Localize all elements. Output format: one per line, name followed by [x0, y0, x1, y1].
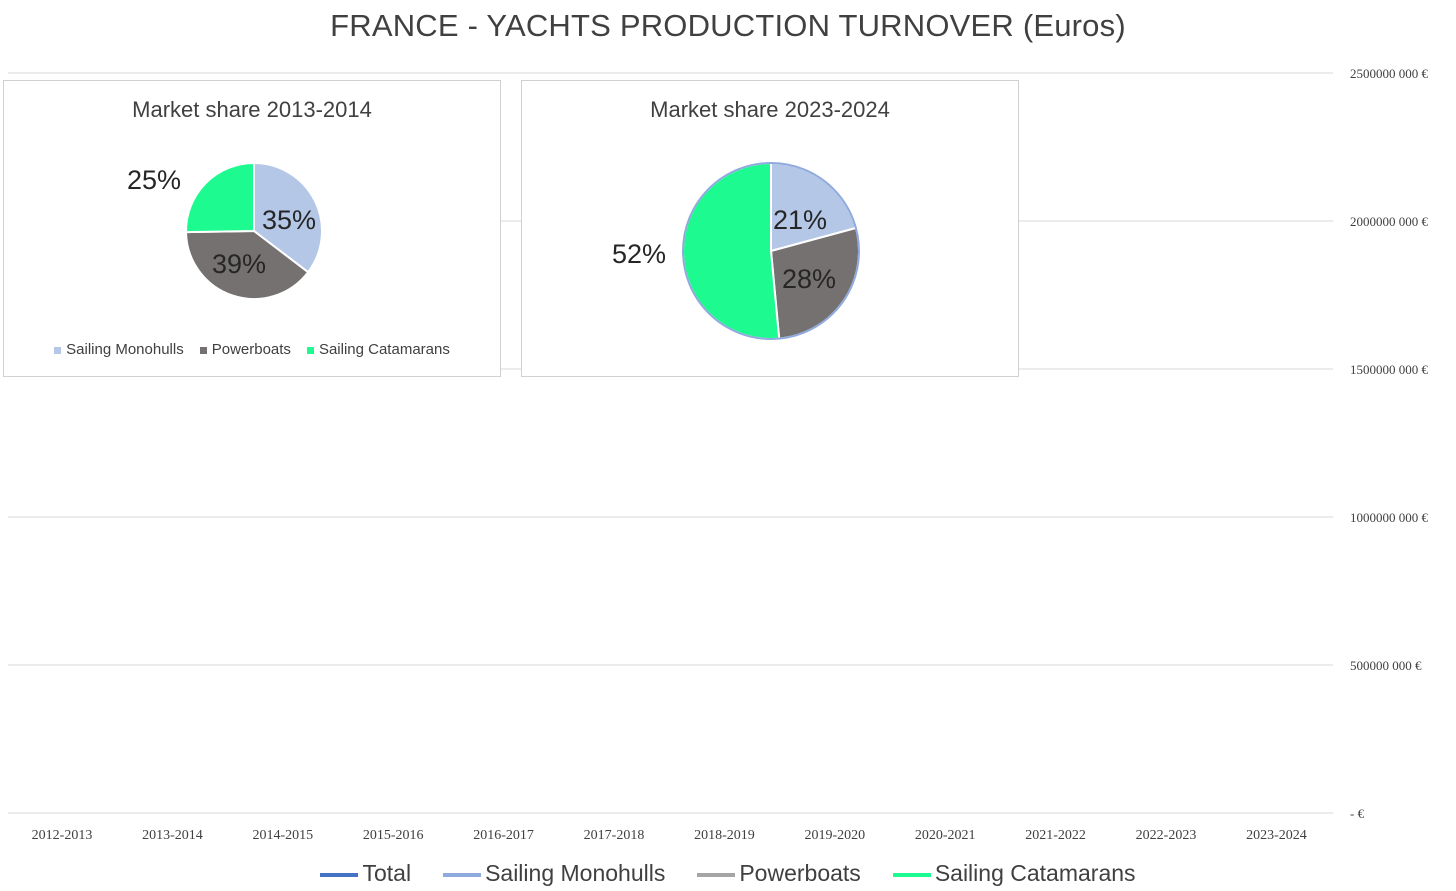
pie-slice-sailing-monohulls	[253, 161, 323, 274]
chart-title: FRANCE - YACHTS PRODUCTION TURNOVER (Eur…	[330, 8, 1126, 43]
pie-slice-label: 28%	[782, 264, 836, 294]
x-tick-label: 2014-2015	[252, 828, 313, 843]
legend-label: Total	[362, 860, 412, 886]
legend-swatch	[892, 872, 931, 877]
legend-item-powerboats: Powerboats	[697, 860, 861, 887]
x-tick-label: 2013-2014	[142, 828, 203, 843]
pie-outline	[682, 162, 860, 340]
y-axis-ticks: - € 500000 000 € 1000000 000 € 1500000 000 …	[1350, 66, 1429, 821]
x-tick-label: 2015-2016	[363, 828, 424, 843]
legend-swatch	[443, 872, 482, 877]
legend-label: Sailing Catamarans	[318, 341, 450, 358]
y-tick-label: - €	[1350, 806, 1365, 821]
pie-legend: Sailing Monohulls Powerboats Sailing Catam…	[4, 341, 500, 358]
x-axis-ticks: 2012-2013 2013-2014 2014-2015 2015-2016 2016…	[32, 828, 1307, 843]
x-tick-label: 2020-2021	[915, 828, 976, 843]
pie-slice-label: 21%	[773, 205, 827, 235]
legend-label: Sailing Catamarans	[934, 860, 1136, 886]
pie-slice-sailing-catamarans	[185, 161, 255, 234]
pie-chart-2023-2024: Market share 2023-2024 21% 28% 52%	[521, 80, 1019, 377]
pie-slice-sailing-catamarans	[681, 161, 781, 340]
pie-slice-label: 35%	[262, 205, 316, 235]
legend-label: Sailing Monohulls	[485, 860, 666, 886]
y-tick-label: 2000000 000 €	[1350, 214, 1429, 229]
legend-item-sailing-catamarans: Sailing Catamarans	[892, 860, 1136, 887]
x-tick-label: 2012-2013	[32, 828, 93, 843]
y-tick-label: 500000 000 €	[1350, 658, 1422, 673]
pie-slice-label: 52%	[612, 239, 666, 269]
pie-legend-item: Powerboats	[199, 341, 291, 358]
pie-title: Market share 2013-2014	[132, 97, 372, 122]
legend-swatch	[697, 872, 736, 877]
x-tick-label: 2017-2018	[584, 828, 645, 843]
chart-legend: Total Sailing Monohulls Powerboats Sailing …	[0, 860, 1456, 887]
x-tick-label: 2018-2019	[694, 828, 755, 843]
x-tick-label: 2016-2017	[473, 828, 534, 843]
legend-swatch	[199, 346, 207, 354]
x-tick-label: 2023-2024	[1246, 828, 1307, 843]
y-tick-label: 1000000 000 €	[1350, 510, 1429, 525]
pie-legend-item: Sailing Catamarans	[306, 341, 450, 358]
legend-swatch	[320, 872, 359, 877]
pie-slice-powerboats	[184, 229, 310, 300]
legend-label: Sailing Monohulls	[66, 341, 184, 358]
y-tick-label: 1500000 000 €	[1350, 362, 1429, 377]
legend-item-total: Total	[320, 860, 411, 887]
x-tick-label: 2019-2020	[804, 828, 865, 843]
pie-title: Market share 2023-2024	[650, 97, 890, 122]
y-tick-label: 2500000 000 €	[1350, 66, 1429, 81]
pie-chart-2013-2014: Market share 2013-2014 35% 39% 25% Sailing…	[3, 80, 501, 377]
x-tick-label: 2021-2022	[1025, 828, 1086, 843]
pie-slice-label: 39%	[212, 249, 266, 279]
legend-label: Powerboats	[211, 341, 291, 358]
legend-swatch	[306, 346, 314, 354]
x-tick-label: 2022-2023	[1136, 828, 1197, 843]
pie-slice-label: 25%	[127, 165, 181, 195]
pie-legend-item: Sailing Monohulls	[54, 341, 184, 358]
legend-swatch	[54, 346, 62, 354]
legend-label: Powerboats	[739, 860, 861, 886]
legend-item-sailing-monohulls: Sailing Monohulls	[443, 860, 665, 887]
